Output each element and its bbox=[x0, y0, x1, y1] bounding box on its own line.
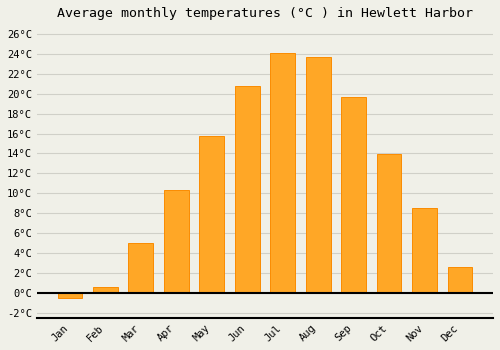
Bar bbox=[58, 293, 82, 298]
Bar bbox=[164, 190, 188, 293]
Bar bbox=[341, 97, 366, 293]
Title: Average monthly temperatures (°C ) in Hewlett Harbor: Average monthly temperatures (°C ) in He… bbox=[57, 7, 473, 20]
Bar bbox=[448, 267, 472, 293]
Bar bbox=[306, 57, 330, 293]
Bar bbox=[200, 136, 224, 293]
Bar bbox=[128, 243, 154, 293]
Bar bbox=[93, 287, 118, 293]
Bar bbox=[270, 53, 295, 293]
Bar bbox=[412, 208, 437, 293]
Bar bbox=[376, 154, 402, 293]
Bar bbox=[235, 86, 260, 293]
